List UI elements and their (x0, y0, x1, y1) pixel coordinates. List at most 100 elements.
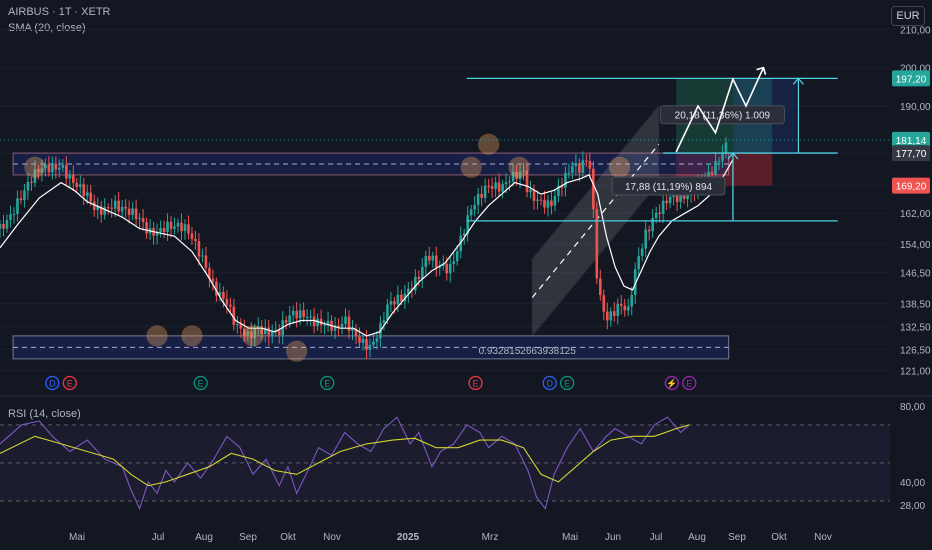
candle-body (337, 325, 340, 328)
candle-body (326, 320, 330, 325)
candle-body (626, 306, 630, 311)
price-tag-label: 177,70 (896, 149, 927, 160)
candle-body (270, 331, 274, 337)
candle-body (560, 185, 564, 188)
candle-body (65, 165, 68, 179)
candle-body (124, 206, 127, 209)
measure-label: 20,18 (11,36%) 1.009 (675, 111, 771, 122)
candle-body (665, 200, 668, 204)
candle-body (82, 184, 86, 196)
candle-body (298, 310, 302, 319)
candle-body (448, 263, 452, 274)
candle-body (421, 266, 424, 279)
candle-body (127, 208, 131, 215)
candle-body (92, 201, 96, 211)
time-tick-label: Sep (239, 532, 257, 543)
candle-body (511, 171, 515, 182)
currency-button[interactable]: EUR (891, 6, 925, 26)
candle-body (550, 200, 553, 206)
candle-body (201, 255, 204, 257)
candle-body (274, 329, 278, 332)
candle-body (522, 170, 525, 172)
candle-body (138, 218, 141, 220)
candle-body (462, 233, 466, 236)
candle-body (361, 339, 365, 343)
candle-body (431, 255, 435, 261)
candle-body (243, 328, 246, 336)
candle-body (476, 193, 480, 205)
candle-body (452, 261, 456, 264)
candle-body (581, 160, 585, 173)
candle-body (504, 182, 508, 185)
candle-body (393, 301, 396, 305)
candle-body (441, 263, 445, 267)
candle-body (546, 200, 550, 208)
candle-body (494, 182, 497, 189)
candle-body (183, 224, 187, 232)
time-tick-label: Jun (605, 532, 621, 543)
event-badge-label: E (473, 379, 479, 389)
measure-label: 17,88 (11,19%) 894 (625, 182, 713, 193)
candle-body (347, 316, 351, 331)
candle-body (218, 291, 222, 296)
price-tick-label: 132,50 (900, 322, 931, 333)
candle-body (609, 311, 613, 321)
candle-body (619, 303, 623, 306)
candle-body (222, 291, 225, 299)
candle-body (407, 288, 410, 294)
rsi-tick-label: 28,00 (900, 501, 925, 512)
candle-body (78, 184, 82, 188)
candle-body (180, 222, 183, 232)
candle-body (351, 328, 354, 331)
candle-body (103, 207, 107, 215)
price-tick-label: 138,50 (900, 299, 931, 310)
candle-body (529, 189, 532, 193)
time-tick-label: Mai (562, 532, 578, 543)
pattern-circle (181, 325, 203, 347)
candle-body (288, 315, 291, 323)
price-tick-label: 121,00 (900, 366, 931, 377)
candle-body (564, 172, 567, 188)
pattern-circle (286, 340, 308, 362)
rsi-indicator-label: RSI (14, close) (8, 408, 81, 420)
candle-body (724, 142, 728, 154)
price-tick-label: 146,50 (900, 269, 931, 280)
event-badge-label: E (564, 379, 570, 389)
candle-body (40, 168, 44, 173)
candle-body (47, 164, 51, 173)
candle-body (215, 281, 218, 296)
candle-body (668, 196, 672, 204)
time-tick-label: Okt (771, 532, 787, 543)
candle-body (424, 255, 428, 267)
candle-body (717, 160, 721, 162)
candle-body (96, 206, 100, 211)
candle-body (672, 195, 675, 197)
price-tag-label: 169,20 (896, 182, 927, 193)
candle-body (497, 182, 501, 192)
candle-body (459, 235, 463, 252)
rsi-tick-label: 40,00 (900, 478, 925, 489)
time-tick-label: Mrz (482, 532, 499, 543)
fib-label: 0.9328152663938125 (479, 346, 577, 357)
candle-body (647, 229, 651, 232)
sma-indicator-label: SMA (20, close) (8, 22, 86, 34)
candle-body (707, 171, 710, 180)
pattern-circle (242, 325, 264, 347)
candle-body (333, 325, 337, 331)
time-tick-label: Okt (280, 532, 296, 543)
pattern-circle (478, 133, 500, 155)
candle-body (312, 316, 316, 327)
price-tag-label: 197,20 (896, 74, 927, 85)
candle-body (710, 171, 714, 175)
candle-body (12, 214, 16, 216)
time-tick-label: Sep (728, 532, 746, 543)
candle-body (284, 320, 288, 323)
candle-body (567, 172, 571, 174)
candle-body (640, 248, 644, 257)
candle-body (256, 326, 260, 329)
time-tick-label: Aug (688, 532, 706, 543)
candle-body (682, 194, 686, 200)
candle-body (44, 164, 47, 169)
event-badge (193, 375, 208, 391)
